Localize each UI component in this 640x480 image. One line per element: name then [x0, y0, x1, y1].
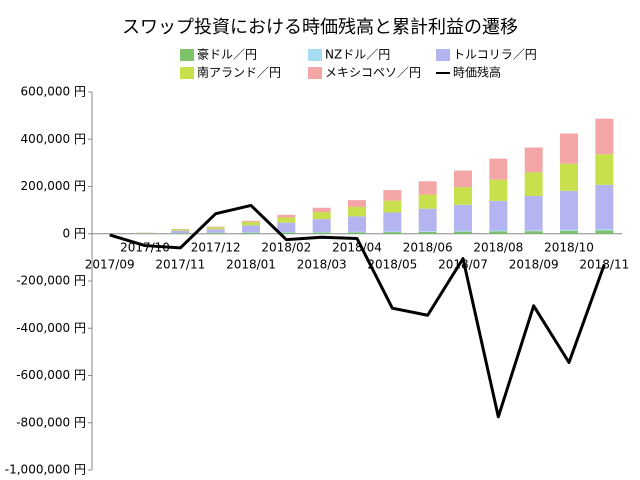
- bar: [489, 200, 508, 231]
- bar: [454, 187, 472, 205]
- bar: [418, 231, 437, 234]
- bar: [595, 229, 614, 231]
- bar: [595, 118, 614, 155]
- x-tick-label: 2018/05: [367, 257, 417, 271]
- chart-title: スワップ投資における時価残高と累計利益の遷移: [122, 17, 518, 38]
- bar: [242, 225, 260, 233]
- bar: [277, 222, 296, 233]
- bar: [560, 163, 578, 191]
- bar: [348, 231, 366, 233]
- legend-swatch: [308, 49, 322, 61]
- bar: [560, 133, 578, 164]
- legend-label: 時価残高: [453, 65, 501, 80]
- bar: [312, 232, 331, 234]
- bar: [595, 230, 614, 234]
- y-tick-label: -200,000 円: [16, 274, 86, 288]
- bar: [489, 230, 508, 232]
- bar: [383, 200, 402, 213]
- bar: [524, 172, 543, 196]
- x-tick-label: 2018/01: [226, 257, 276, 271]
- y-tick-label: 400,000 円: [21, 132, 86, 146]
- x-tick-label: 2018/08: [473, 240, 523, 254]
- legend-label: メキシコペソ／円: [325, 66, 421, 80]
- y-tick-label: -1,000,000 円: [5, 463, 86, 477]
- bar: [242, 220, 260, 222]
- bar: [206, 227, 225, 230]
- bar: [454, 230, 472, 232]
- bar: [348, 232, 366, 234]
- x-tick-label: 2018/11: [579, 257, 629, 271]
- x-tick-label: 2018/09: [509, 257, 559, 271]
- bar: [524, 230, 543, 232]
- line: [109, 203, 606, 419]
- bar: [524, 147, 543, 173]
- x-tick-label: 2018/04: [332, 240, 382, 254]
- legend-swatch: [308, 67, 322, 79]
- bar: [348, 216, 366, 232]
- bar: [171, 230, 190, 234]
- bar: [560, 229, 578, 231]
- y-tick-label: 200,000 円: [21, 179, 86, 193]
- x-tick-label: 2018/02: [261, 240, 311, 254]
- y-tick-label: -800,000 円: [16, 415, 86, 429]
- bar: [277, 232, 296, 234]
- legend-label: トルコリラ／円: [453, 48, 537, 62]
- bar: [595, 184, 614, 230]
- bar: [312, 207, 331, 213]
- bar: [383, 231, 402, 233]
- bar: [277, 214, 296, 218]
- bar: [206, 233, 225, 234]
- x-tick-label: 2017/10: [120, 240, 170, 254]
- legend-swatch: [436, 49, 450, 61]
- y-tick-label: 0 円: [63, 226, 86, 240]
- bar: [312, 212, 331, 220]
- x-tick-label: 2018/03: [297, 257, 347, 271]
- bar: [454, 204, 472, 231]
- bar: [560, 230, 578, 234]
- bar: [418, 194, 437, 209]
- bar: [489, 158, 508, 180]
- bar: [418, 181, 437, 195]
- x-tick-label: 2018/10: [544, 240, 594, 254]
- bar: [418, 231, 437, 232]
- bar: [418, 208, 437, 232]
- bar: [383, 232, 402, 234]
- x-tick-label: 2018/06: [403, 240, 453, 254]
- bar: [312, 219, 331, 233]
- x-tick-label: 2017/12: [191, 240, 241, 254]
- legend-label: NZドル／円: [325, 48, 390, 62]
- legend-swatch: [180, 49, 194, 61]
- y-tick-label: -400,000 円: [16, 321, 86, 335]
- bar: [595, 154, 614, 185]
- bar: [383, 212, 402, 232]
- bar: [489, 179, 508, 201]
- bar: [348, 206, 366, 217]
- bar: [454, 170, 472, 188]
- bar: [242, 232, 260, 234]
- bar: [560, 190, 578, 230]
- bar: [454, 231, 472, 234]
- legend-label: 豪ドル／円: [197, 47, 257, 62]
- bar: [383, 190, 402, 201]
- bar: [524, 231, 543, 234]
- y-tick-label: 600,000 円: [21, 85, 86, 99]
- bar: [277, 217, 296, 223]
- bar: [489, 231, 508, 234]
- bar: [171, 229, 190, 231]
- x-tick-label: 2017/09: [85, 257, 135, 271]
- bar: [242, 221, 260, 226]
- bar: [524, 195, 543, 231]
- legend-swatch: [180, 67, 194, 79]
- legend-label: 南アランド／円: [197, 65, 281, 80]
- x-tick-label: 2017/11: [155, 257, 205, 271]
- bar: [348, 200, 366, 207]
- y-tick-label: -600,000 円: [16, 368, 86, 382]
- bar: [206, 229, 225, 233]
- bar: [206, 226, 225, 228]
